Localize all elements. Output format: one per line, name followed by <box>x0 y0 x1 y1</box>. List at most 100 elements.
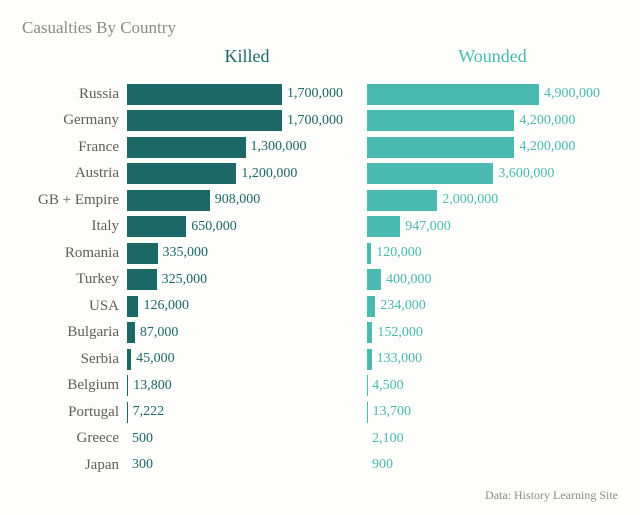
wounded-cell: 4,200,000 <box>367 110 618 131</box>
killed-bar <box>127 190 210 211</box>
wounded-cell: 152,000 <box>367 322 618 343</box>
table-row: Romania 335,000 120,000 <box>22 240 618 267</box>
killed-value: 650,000 <box>186 219 237 235</box>
killed-cell: 1,700,000 <box>127 110 367 131</box>
country-label: Bulgaria <box>22 324 127 341</box>
killed-bar <box>127 84 282 105</box>
killed-bar <box>127 110 282 131</box>
wounded-value: 133,000 <box>372 351 423 367</box>
column-headers: Killed Wounded <box>22 46 618 67</box>
wounded-cell: 120,000 <box>367 243 618 264</box>
country-label: Russia <box>22 86 127 103</box>
killed-bar <box>127 163 236 184</box>
killed-value: 300 <box>127 457 153 473</box>
killed-bar <box>127 243 158 264</box>
killed-cell: 1,300,000 <box>127 137 367 158</box>
killed-value: 1,700,000 <box>282 86 343 102</box>
killed-cell: 7,222 <box>127 402 367 423</box>
table-row: France 1,300,000 4,200,000 <box>22 134 618 161</box>
table-row: Italy 650,000 947,000 <box>22 214 618 241</box>
wounded-cell: 133,000 <box>367 349 618 370</box>
country-label: Romania <box>22 245 127 262</box>
wounded-bar <box>367 163 493 184</box>
table-row: Russia 1,700,000 4,900,000 <box>22 81 618 108</box>
table-row: Japan300 900 <box>22 452 618 479</box>
wounded-value: 3,600,000 <box>493 166 554 182</box>
table-row: Austria1,200,000 3,600,000 <box>22 161 618 188</box>
killed-cell: 325,000 <box>127 269 367 290</box>
killed-bar <box>127 296 138 317</box>
table-row: Belgium13,800 4,500 <box>22 373 618 400</box>
country-label: Italy <box>22 218 127 235</box>
wounded-value: 4,200,000 <box>514 113 575 129</box>
wounded-value: 947,000 <box>400 219 451 235</box>
table-row: Turkey325,000400,000 <box>22 267 618 294</box>
wounded-bar <box>367 296 375 317</box>
country-label: Austria <box>22 165 127 182</box>
wounded-cell: 2,100 <box>367 428 618 449</box>
wounded-cell: 4,200,000 <box>367 137 618 158</box>
killed-value: 126,000 <box>138 298 189 314</box>
table-row: Germany 1,700,000 4,200,000 <box>22 108 618 135</box>
wounded-value: 152,000 <box>372 325 423 341</box>
wounded-cell: 4,500 <box>367 375 618 396</box>
killed-cell: 908,000 <box>127 190 367 211</box>
killed-cell: 500 <box>127 428 367 449</box>
wounded-value: 120,000 <box>371 245 422 261</box>
country-label: Turkey <box>22 271 127 288</box>
wounded-bar <box>367 84 539 105</box>
killed-cell: 1,700,000 <box>127 84 367 105</box>
country-label: GB + Empire <box>22 192 127 209</box>
wounded-bar <box>367 190 437 211</box>
killed-bar <box>127 137 246 158</box>
wounded-bar <box>367 137 514 158</box>
wounded-cell: 4,900,000 <box>367 84 618 105</box>
country-label: Portugal <box>22 404 127 421</box>
wounded-value: 4,900,000 <box>539 86 600 102</box>
country-label: Japan <box>22 457 127 474</box>
killed-bar <box>127 322 135 343</box>
country-label: Belgium <box>22 377 127 394</box>
killed-value: 1,300,000 <box>246 139 307 155</box>
wounded-value: 13,700 <box>367 404 411 420</box>
wounded-value: 900 <box>367 457 393 473</box>
wounded-bar <box>367 216 400 237</box>
killed-cell: 300 <box>127 455 367 476</box>
killed-value: 500 <box>127 431 153 447</box>
killed-cell: 126,000 <box>127 296 367 317</box>
killed-bar <box>127 269 157 290</box>
country-label: France <box>22 139 127 156</box>
wounded-value: 2,000,000 <box>437 192 498 208</box>
data-source: Data: History Learning Site <box>485 488 618 503</box>
chart-rows: Russia 1,700,000 4,900,000 Germany 1,700,000… <box>22 81 618 479</box>
killed-value: 45,000 <box>131 351 175 367</box>
chart-title: Casualties By Country <box>22 18 618 38</box>
killed-value: 13,800 <box>128 378 172 394</box>
wounded-cell: 3,600,000 <box>367 163 618 184</box>
killed-value: 87,000 <box>135 325 179 341</box>
wounded-cell: 900 <box>367 455 618 476</box>
header-killed: Killed <box>127 46 367 67</box>
country-label: Greece <box>22 430 127 447</box>
wounded-bar <box>367 110 514 131</box>
killed-cell: 335,000 <box>127 243 367 264</box>
wounded-value: 4,200,000 <box>514 139 575 155</box>
wounded-cell: 13,700 <box>367 402 618 423</box>
killed-value: 335,000 <box>158 245 209 261</box>
wounded-value: 2,100 <box>367 431 404 447</box>
killed-value: 1,700,000 <box>282 113 343 129</box>
killed-value: 908,000 <box>210 192 261 208</box>
country-label: Germany <box>22 112 127 129</box>
table-row: Serbia45,000133,000 <box>22 346 618 373</box>
killed-cell: 45,000 <box>127 349 367 370</box>
table-row: Bulgaria 87,000 152,000 <box>22 320 618 347</box>
killed-cell: 87,000 <box>127 322 367 343</box>
wounded-cell: 947,000 <box>367 216 618 237</box>
killed-cell: 1,200,000 <box>127 163 367 184</box>
country-label: USA <box>22 298 127 315</box>
header-wounded: Wounded <box>367 46 618 67</box>
killed-cell: 650,000 <box>127 216 367 237</box>
wounded-cell: 234,000 <box>367 296 618 317</box>
wounded-cell: 400,000 <box>367 269 618 290</box>
table-row: Greece500 2,100 <box>22 426 618 453</box>
